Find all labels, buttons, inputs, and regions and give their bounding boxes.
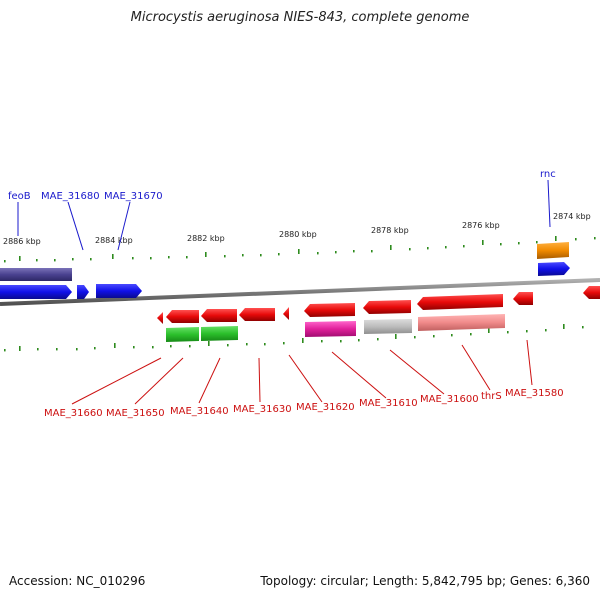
gene-label-mae31610: MAE_31610 <box>359 398 418 409</box>
lower-leader-lines <box>71 339 533 405</box>
ruler-label: 2886 kbp <box>3 237 41 246</box>
genome-summary-text: Topology: circular; Length: 5,842,795 bp… <box>260 574 590 588</box>
gene-rnc-bar[interactable] <box>537 242 569 259</box>
ruler-label: 2874 kbp <box>553 212 591 221</box>
gene-mae31650-arrow[interactable] <box>201 309 237 322</box>
gene-feoB-arrow[interactable] <box>0 285 72 299</box>
gene-mae31680-arrow[interactable] <box>77 285 89 299</box>
gene-thrs-arrow[interactable] <box>513 292 533 305</box>
gene-mae31580-arrow[interactable] <box>583 286 600 299</box>
gene-mae31620-arrow[interactable] <box>304 303 355 317</box>
ruler-label: 2880 kbp <box>279 230 317 239</box>
accession-text: Accession: NC_010296 <box>9 574 146 588</box>
gene-mae31640-arrow[interactable] <box>239 308 275 321</box>
gene-mae31660-bar[interactable] <box>166 327 199 342</box>
gene-mae31660-arrow[interactable] <box>166 310 199 323</box>
gene-label-mae31580: MAE_31580 <box>505 388 564 399</box>
gene-label-mae31660: MAE_31660 <box>44 408 103 419</box>
gene-label-feoB: feoB <box>8 191 31 202</box>
gene-mae31610-bar[interactable] <box>364 319 412 334</box>
gene-label-mae31680: MAE_31680 <box>41 191 100 202</box>
lower-ruler <box>4 324 584 352</box>
gene-mae31600-bar[interactable] <box>418 314 505 331</box>
ruler-label: 2884 kbp <box>95 236 133 245</box>
gene-arrow[interactable] <box>157 312 163 324</box>
map-title: Microcystis aeruginosa NIES-843, complet… <box>130 10 470 25</box>
ruler-label: 2876 kbp <box>462 221 500 230</box>
gene-label-mae31640: MAE_31640 <box>170 406 229 417</box>
gene-label-mae31620: MAE_31620 <box>296 402 355 413</box>
lower-genes <box>157 286 600 342</box>
gene-label-thrs: thrS <box>481 391 502 402</box>
gene-rnc-arrow[interactable] <box>538 262 570 276</box>
upper-genes <box>0 242 570 299</box>
gene-mae31610-arrow[interactable] <box>363 300 411 314</box>
gene-mae31650-bar[interactable] <box>201 326 238 341</box>
gene-label-mae31650: MAE_31650 <box>106 408 165 419</box>
gene-label-rnc: rnc <box>540 169 556 180</box>
gene-mae31620-bar[interactable] <box>305 321 356 337</box>
gene-label-mae31670: MAE_31670 <box>104 191 163 202</box>
gene-mae31600-arrow[interactable] <box>417 294 503 310</box>
gene-label-mae31600: MAE_31600 <box>420 394 479 405</box>
gene-label-mae31630: MAE_31630 <box>233 404 292 415</box>
gene-feoB-bar[interactable] <box>0 268 72 281</box>
gene-mae31630-arrow[interactable] <box>283 307 289 320</box>
upper-ruler <box>4 236 596 263</box>
ruler-label: 2882 kbp <box>187 234 225 243</box>
genome-backbone <box>0 278 600 306</box>
ruler-label: 2878 kbp <box>371 226 409 235</box>
gene-mae31670-arrow[interactable] <box>96 284 142 298</box>
upper-leader-lines <box>17 179 551 251</box>
